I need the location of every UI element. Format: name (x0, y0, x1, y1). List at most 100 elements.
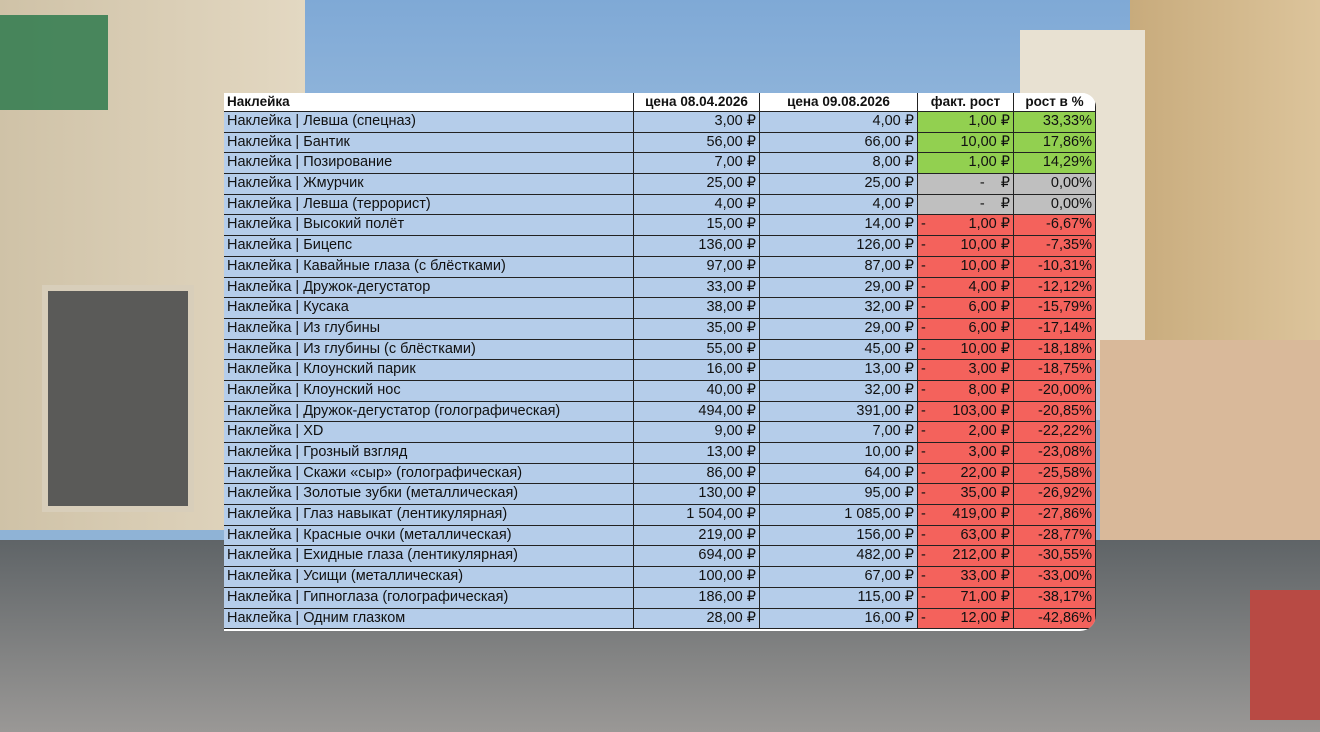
growth-sign: - (921, 464, 926, 481)
growth-cell: - 10,00 ₽ (918, 339, 1014, 361)
growth-value: 33,00 ₽ (960, 568, 1010, 585)
growth-sign: - (921, 547, 926, 564)
price-cell: 28,00 ₽ (634, 608, 760, 630)
table-row: Наклейка | Усищи (металлическая) 100,00 ₽… (224, 567, 1096, 588)
growth-value: 63,00 ₽ (960, 526, 1010, 543)
table-row: Наклейка | Левша (спецназ) 3,00 ₽4,00 ₽ 1,… (224, 112, 1096, 133)
price-cell: 33,00 ₽ (634, 277, 760, 299)
percent-cell: -10,31% (1014, 256, 1096, 278)
table-row: Наклейка | Скажи «сыр» (голографическая)… (224, 463, 1096, 485)
percent-cell: 0,00% (1014, 194, 1096, 216)
price-cell: 10,00 ₽ (760, 443, 918, 464)
percent-cell: -23,08% (1014, 443, 1096, 464)
growth-cell: - 10,00 ₽ (918, 236, 1014, 257)
growth-sign: - (921, 257, 926, 274)
price-cell: 115,00 ₽ (760, 587, 918, 609)
percent-cell: -12,12% (1014, 277, 1096, 299)
growth-value: 6,00 ₽ (968, 319, 1010, 336)
growth-value: 10,00 ₽ (960, 257, 1010, 274)
growth-sign: - (921, 526, 926, 543)
price-cell: 29,00 ₽ (760, 318, 918, 340)
growth-value: 212,00 ₽ (952, 547, 1010, 564)
growth-sign: - (921, 237, 926, 254)
table-row: Наклейка | Одним глазком 28,00 ₽16,00 ₽ - 1… (224, 608, 1096, 630)
price-cell: 136,00 ₽ (634, 236, 760, 257)
growth-cell: - 212,00 ₽ (918, 546, 1014, 568)
price-cell: 7,00 ₽ (760, 422, 918, 443)
table-row: Наклейка | Клоунский нос 40,00 ₽32,00 ₽ - 8… (224, 380, 1096, 402)
percent-cell: -6,67% (1014, 215, 1096, 237)
price-cell: 100,00 ₽ (634, 567, 760, 588)
table-row: Наклейка | Бантик 56,00 ₽66,00 ₽ 10,00 ₽17… (224, 132, 1096, 154)
growth-sign: - (921, 381, 926, 398)
growth-cell: - 6,00 ₽ (918, 298, 1014, 319)
table-row: Наклейка | Из глубины 35,00 ₽29,00 ₽ - 6,00… (224, 318, 1096, 340)
percent-cell: -18,18% (1014, 339, 1096, 361)
name-cell: Наклейка | Левша (террорист) (224, 194, 634, 216)
name-cell: Наклейка | Красные очки (металлическая) (224, 525, 634, 547)
name-cell: Наклейка | Кавайные глаза (с блёстками) (224, 256, 634, 278)
growth-value: 1,00 ₽ (968, 113, 1010, 129)
price-cell: 14,00 ₽ (760, 215, 918, 237)
growth-sign: - (921, 568, 926, 585)
table-row: Наклейка | Грозный взгляд 13,00 ₽10,00 ₽ -… (224, 443, 1096, 464)
percent-cell: 33,33% (1014, 112, 1096, 133)
growth-sign: - (921, 506, 926, 523)
growth-sign: - (921, 423, 926, 440)
price-cell: 29,00 ₽ (760, 277, 918, 299)
name-cell: Наклейка | Бантик (224, 132, 634, 154)
price-cell: 4,00 ₽ (760, 112, 918, 133)
growth-sign: - (921, 444, 926, 460)
price-cell: 25,00 ₽ (634, 174, 760, 195)
price-cell: 67,00 ₽ (760, 567, 918, 588)
price-cell: 16,00 ₽ (760, 608, 918, 630)
spreadsheet: Наклейка цена 08.04.2026 цена 09.08.2026 фа… (224, 93, 1096, 631)
growth-sign: - (921, 402, 926, 419)
name-cell: Наклейка | Левша (спецназ) (224, 112, 634, 133)
price-cell: 391,00 ₽ (760, 401, 918, 423)
growth-value: 103,00 ₽ (952, 402, 1010, 419)
price-cell: 66,00 ₽ (760, 132, 918, 154)
name-cell: Наклейка | Золотые зубки (металлическая) (224, 484, 634, 506)
growth-value: 35,00 ₽ (960, 485, 1010, 502)
header-cell: Наклейка (224, 93, 634, 112)
table-row: Наклейка | Клоунский парик 16,00 ₽13,00 ₽… (224, 360, 1096, 381)
price-cell: 16,00 ₽ (634, 360, 760, 381)
name-cell: Наклейка | Кусака (224, 298, 634, 319)
percent-cell: -18,75% (1014, 360, 1096, 381)
price-cell: 35,00 ₽ (634, 318, 760, 340)
growth-cell: - 22,00 ₽ (918, 463, 1014, 485)
curb (1250, 590, 1320, 720)
table-row: Наклейка | Кусака 38,00 ₽32,00 ₽ - 6,00 ₽ -1… (224, 298, 1096, 319)
growth-cell: - 71,00 ₽ (918, 587, 1014, 609)
growth-sign: - (921, 588, 926, 605)
name-cell: Наклейка | Усищи (металлическая) (224, 567, 634, 588)
growth-cell: - 12,00 ₽ (918, 608, 1014, 630)
growth-value: 3,00 ₽ (968, 444, 1010, 460)
name-cell: Наклейка | Глаз навыкат (лентикулярная) (224, 505, 634, 526)
price-cell: 3,00 ₽ (634, 112, 760, 133)
price-cell: 219,00 ₽ (634, 525, 760, 547)
price-cell: 25,00 ₽ (760, 174, 918, 195)
percent-cell: -22,22% (1014, 422, 1096, 443)
growth-cell: - ₽ (918, 174, 1014, 195)
growth-cell: 1,00 ₽ (918, 112, 1014, 133)
growth-sign: - (921, 216, 926, 233)
name-cell: Наклейка | XD (224, 422, 634, 443)
growth-cell: - 4,00 ₽ (918, 277, 1014, 299)
table-row: Наклейка | Гипноглаза (голографическая) 1… (224, 587, 1096, 609)
percent-cell: -26,92% (1014, 484, 1096, 506)
growth-sign: - (921, 319, 926, 336)
percent-cell: -28,77% (1014, 525, 1096, 547)
growth-cell: - 10,00 ₽ (918, 256, 1014, 278)
growth-value: - ₽ (979, 175, 1010, 192)
name-cell: Наклейка | Дружок-дегустатор (голографич… (224, 401, 634, 423)
header-cell: факт. рост (918, 93, 1014, 112)
growth-value: 10,00 ₽ (960, 133, 1010, 150)
growth-sign: - (921, 361, 926, 378)
table-row: Наклейка | Бицепс 136,00 ₽126,00 ₽ - 10,00 … (224, 236, 1096, 257)
percent-cell: -20,00% (1014, 380, 1096, 402)
growth-cell: - 33,00 ₽ (918, 567, 1014, 588)
growth-value: 4,00 ₽ (968, 278, 1010, 295)
